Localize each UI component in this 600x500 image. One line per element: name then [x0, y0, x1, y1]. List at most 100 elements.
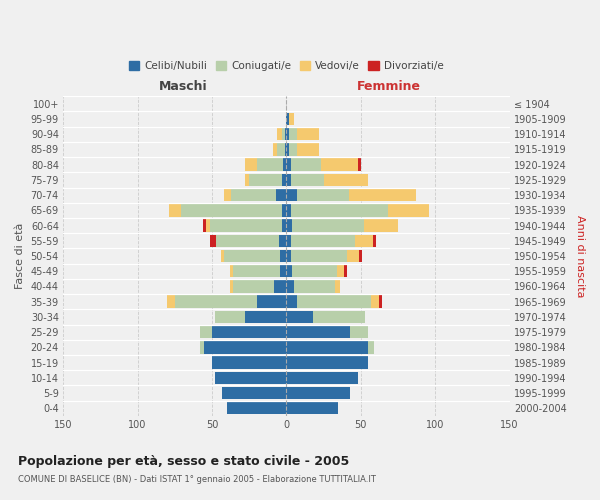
Bar: [273, 143, 277, 156]
Bar: [323, 174, 368, 186]
Bar: [292, 220, 364, 232]
Bar: [169, 204, 181, 216]
Bar: [291, 234, 355, 247]
Bar: [347, 250, 359, 262]
Bar: [200, 326, 212, 338]
Bar: [371, 296, 379, 308]
Bar: [205, 341, 286, 353]
Bar: [297, 143, 319, 156]
Bar: [282, 204, 286, 216]
Bar: [282, 174, 286, 186]
Bar: [285, 143, 286, 156]
Bar: [212, 326, 286, 338]
Bar: [286, 143, 289, 156]
Bar: [257, 296, 286, 308]
Bar: [286, 189, 297, 202]
Text: Popolazione per età, sesso e stato civile - 2005: Popolazione per età, sesso e stato civil…: [18, 455, 349, 468]
Bar: [280, 250, 286, 262]
Bar: [233, 265, 280, 278]
Text: Femmine: Femmine: [357, 80, 421, 93]
Bar: [282, 128, 285, 140]
Bar: [286, 310, 313, 323]
Bar: [291, 250, 347, 262]
Text: Maschi: Maschi: [160, 80, 208, 93]
Bar: [358, 158, 361, 171]
Bar: [297, 189, 349, 202]
Bar: [286, 113, 289, 126]
Bar: [245, 310, 286, 323]
Bar: [286, 372, 358, 384]
Bar: [364, 220, 398, 232]
Bar: [285, 128, 286, 140]
Bar: [355, 234, 373, 247]
Bar: [289, 143, 297, 156]
Bar: [286, 265, 292, 278]
Bar: [286, 128, 289, 140]
Bar: [215, 372, 286, 384]
Bar: [245, 174, 249, 186]
Legend: Celibi/Nubili, Coniugati/e, Vedovi/e, Divorziati/e: Celibi/Nubili, Coniugati/e, Vedovi/e, Di…: [125, 56, 448, 75]
Bar: [276, 189, 286, 202]
Bar: [224, 250, 280, 262]
Bar: [289, 128, 297, 140]
Bar: [221, 250, 224, 262]
Bar: [223, 387, 286, 399]
Bar: [368, 341, 374, 353]
Text: COMUNE DI BASELICE (BN) - Dati ISTAT 1° gennaio 2005 - Elaborazione TUTTITALIA.I: COMUNE DI BASELICE (BN) - Dati ISTAT 1° …: [18, 475, 376, 484]
Bar: [344, 265, 347, 278]
Bar: [274, 280, 286, 292]
Bar: [257, 158, 283, 171]
Bar: [181, 204, 282, 216]
Bar: [292, 265, 337, 278]
Bar: [286, 158, 291, 171]
Bar: [200, 341, 205, 353]
Bar: [231, 189, 276, 202]
Bar: [297, 296, 371, 308]
Bar: [277, 128, 282, 140]
Bar: [277, 143, 285, 156]
Bar: [373, 234, 376, 247]
Bar: [286, 341, 368, 353]
Bar: [230, 280, 233, 292]
Bar: [286, 204, 291, 216]
Bar: [283, 158, 286, 171]
Bar: [359, 250, 362, 262]
Bar: [286, 326, 350, 338]
Bar: [215, 310, 245, 323]
Bar: [349, 189, 416, 202]
Bar: [233, 280, 274, 292]
Bar: [388, 204, 429, 216]
Bar: [279, 234, 286, 247]
Bar: [289, 113, 294, 126]
Bar: [350, 326, 368, 338]
Bar: [167, 296, 175, 308]
Bar: [211, 234, 217, 247]
Bar: [203, 220, 206, 232]
Bar: [230, 265, 233, 278]
Bar: [286, 234, 291, 247]
Bar: [286, 356, 368, 369]
Bar: [286, 280, 294, 292]
Bar: [335, 280, 340, 292]
Bar: [245, 158, 257, 171]
Bar: [379, 296, 382, 308]
Bar: [224, 189, 231, 202]
Bar: [291, 158, 320, 171]
Bar: [286, 220, 292, 232]
Bar: [320, 158, 358, 171]
Bar: [217, 234, 279, 247]
Y-axis label: Anni di nascita: Anni di nascita: [575, 215, 585, 298]
Bar: [280, 265, 286, 278]
Bar: [286, 250, 291, 262]
Bar: [286, 402, 338, 414]
Bar: [297, 128, 319, 140]
Bar: [291, 204, 388, 216]
Bar: [212, 356, 286, 369]
Bar: [286, 174, 291, 186]
Bar: [286, 387, 350, 399]
Bar: [291, 174, 323, 186]
Bar: [227, 402, 286, 414]
Bar: [286, 296, 297, 308]
Bar: [282, 220, 286, 232]
Bar: [313, 310, 365, 323]
